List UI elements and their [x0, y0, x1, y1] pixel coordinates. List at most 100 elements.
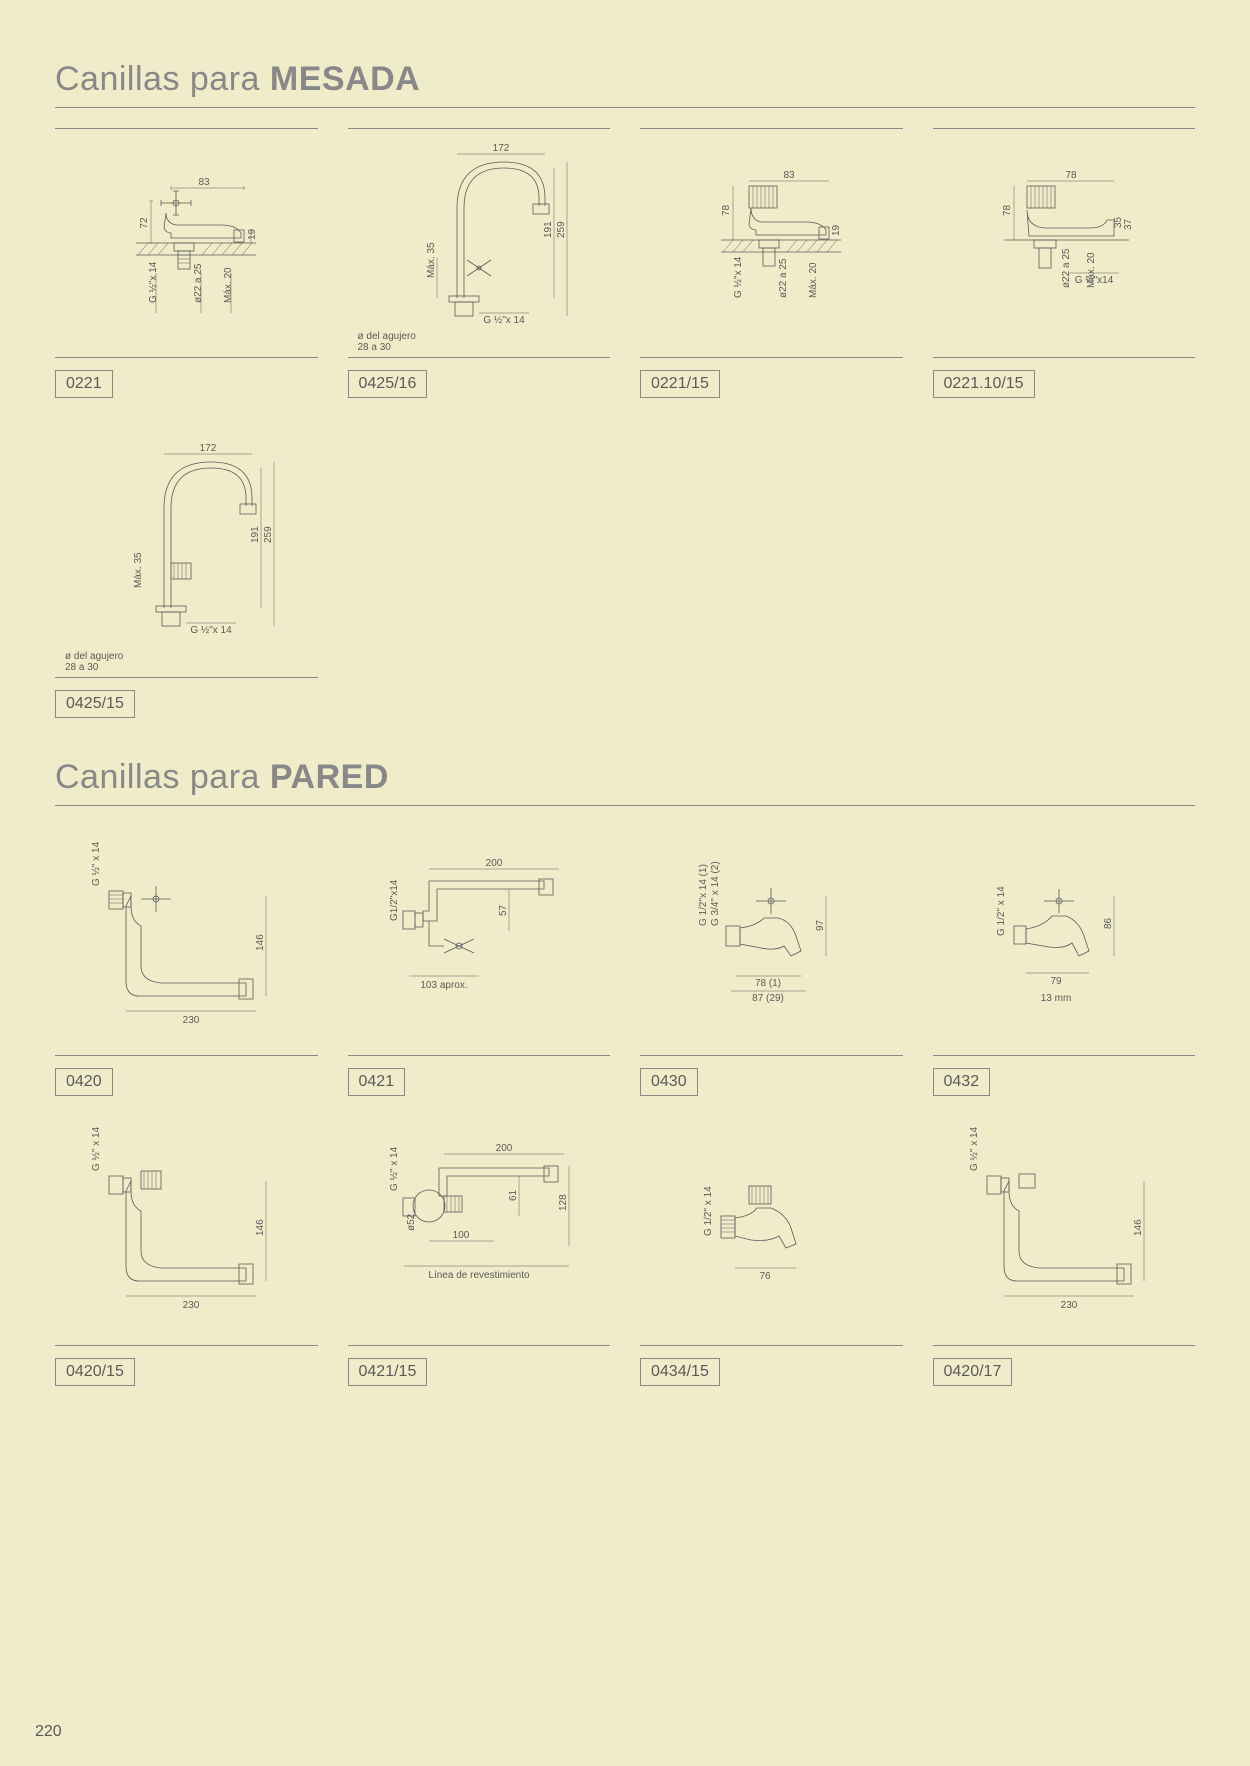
svg-text:G ½"x 14: G ½"x 14	[733, 256, 744, 298]
diagram: G 1/2" x 14 86 79 13 mm	[933, 826, 1196, 1056]
diagram: 172 191 259 Máx. 35 G ½"x 14 ø del aguje…	[348, 128, 611, 358]
svg-text:ø52: ø52	[406, 1213, 417, 1231]
product-code: 0221/15	[640, 370, 720, 398]
product-cell: 172 191 259 Máx. 35 G ½"x 14 ø del aguje…	[348, 128, 611, 398]
diagram: 78 78 35 37 G ½"x14 ø22 a 25 Máx. 20	[933, 128, 1196, 358]
svg-text:G ½" x 14: G ½" x 14	[969, 1126, 980, 1171]
mesada-grid: 83 72 19 G ½"x 14 ø22 a 25 Máx. 20 0221	[55, 128, 1195, 718]
svg-text:259: 259	[263, 525, 274, 542]
svg-text:78 (1): 78 (1)	[755, 978, 781, 989]
svg-text:78: 78	[1002, 204, 1013, 216]
product-cell: 83 78 19 G ½"x 14 ø22 a 25 Máx. 20 0221/…	[640, 128, 903, 398]
product-code: 0430	[640, 1068, 698, 1096]
svg-text:Máx. 20: Máx. 20	[1086, 252, 1097, 288]
product-code: 0221	[55, 370, 113, 398]
svg-text:128: 128	[558, 1193, 569, 1210]
section-title-pared: Canillas para PARED	[55, 758, 1195, 797]
product-code: 0221.10/15	[933, 370, 1035, 398]
svg-text:G 3/4" x 14 (2): G 3/4" x 14 (2)	[710, 861, 721, 926]
diagram: G ½" x 14 146 230	[933, 1116, 1196, 1346]
product-cell: G ½" x 14 146 230 0420/17	[933, 1116, 1196, 1386]
svg-text:G ½"x 14: G ½"x 14	[191, 625, 233, 636]
product-code: 0420/17	[933, 1358, 1013, 1386]
svg-text:G ½" x 14: G ½" x 14	[91, 841, 102, 886]
product-cell: G 1/2" x 14 76 0434/15	[640, 1116, 903, 1386]
diagram: 200 G ½" x 14 ø52 61 128 100 Línea de re…	[348, 1116, 611, 1346]
svg-text:Máx. 35: Máx. 35	[426, 242, 437, 278]
svg-text:76: 76	[760, 1271, 772, 1282]
product-code: 0420	[55, 1068, 113, 1096]
svg-text:G1/2"x14: G1/2"x14	[389, 879, 400, 921]
svg-text:G 1/2" x 14: G 1/2" x 14	[996, 885, 1007, 935]
product-cell: 83 72 19 G ½"x 14 ø22 a 25 Máx. 20 0221	[55, 128, 318, 398]
svg-text:72: 72	[139, 217, 150, 229]
svg-text:G 1/2"x 14 (1): G 1/2"x 14 (1)	[698, 864, 709, 926]
svg-text:Máx. 35: Máx. 35	[133, 551, 144, 587]
svg-text:146: 146	[255, 1218, 266, 1235]
diagram-note: ø del agujero 28 a 30	[358, 331, 416, 353]
svg-text:191: 191	[250, 525, 261, 542]
svg-text:78: 78	[721, 204, 732, 216]
svg-text:G ½" x 14: G ½" x 14	[91, 1126, 102, 1171]
svg-text:172: 172	[492, 143, 509, 154]
svg-text:57: 57	[498, 904, 509, 916]
product-code: 0432	[933, 1068, 991, 1096]
svg-text:37: 37	[1123, 218, 1134, 230]
svg-text:61: 61	[508, 1189, 519, 1201]
svg-text:230: 230	[183, 1300, 200, 1311]
product-cell: G 1/2" x 14 86 79 13 mm 0432	[933, 826, 1196, 1096]
svg-text:G ½" x 14: G ½" x 14	[389, 1146, 400, 1191]
svg-text:13 mm: 13 mm	[1040, 993, 1071, 1004]
svg-text:191: 191	[543, 221, 554, 238]
product-code: 0420/15	[55, 1358, 135, 1386]
svg-text:200: 200	[495, 1143, 512, 1154]
svg-text:Línea de revestimiento: Línea de revestimiento	[428, 1270, 530, 1281]
svg-text:G 1/2" x 14: G 1/2" x 14	[703, 1185, 714, 1235]
svg-text:172: 172	[200, 443, 217, 454]
page-number: 220	[35, 1723, 62, 1741]
diagram: G ½" x 14 146 230	[55, 826, 318, 1056]
svg-text:Máx. 20: Máx. 20	[223, 267, 234, 303]
svg-text:146: 146	[255, 933, 266, 950]
svg-text:230: 230	[1060, 1300, 1077, 1311]
product-code: 0434/15	[640, 1358, 720, 1386]
product-cell: G ½" x 14 146 230 0420	[55, 826, 318, 1096]
product-code: 0421	[348, 1068, 406, 1096]
svg-text:86: 86	[1103, 917, 1114, 929]
svg-text:146: 146	[1133, 1218, 1144, 1235]
svg-text:230: 230	[183, 1015, 200, 1026]
diagram: 172 191 259 Máx. 35 G ½"x 14 ø del aguje…	[55, 418, 318, 678]
svg-text:200: 200	[485, 858, 502, 869]
svg-text:19: 19	[831, 224, 842, 236]
svg-text:259: 259	[556, 221, 567, 238]
product-cell: 200 G ½" x 14 ø52 61 128 100 Línea de re…	[348, 1116, 611, 1386]
title-bold: PARED	[270, 758, 389, 796]
diagram: 83 72 19 G ½"x 14 ø22 a 25 Máx. 20	[55, 128, 318, 358]
svg-text:19: 19	[247, 228, 258, 240]
svg-text:87 (29): 87 (29)	[752, 993, 784, 1004]
product-cell: 200 G1/2"x14 57 103 aprox. 0421	[348, 826, 611, 1096]
diagram: 83 78 19 G ½"x 14 ø22 a 25 Máx. 20	[640, 128, 903, 358]
svg-text:ø22 a 25: ø22 a 25	[1061, 248, 1072, 288]
section-rule	[55, 107, 1195, 108]
svg-text:83: 83	[784, 170, 796, 181]
svg-text:G ½"x 14: G ½"x 14	[483, 315, 525, 326]
product-cell: 78 78 35 37 G ½"x14 ø22 a 25 Máx. 20 022…	[933, 128, 1196, 398]
product-cell: 172 191 259 Máx. 35 G ½"x 14 ø del aguje…	[55, 418, 318, 718]
diagram: G 1/2"x 14 (1) G 3/4" x 14 (2) 97 78 (1)…	[640, 826, 903, 1056]
title-prefix: Canillas para	[55, 758, 270, 796]
diagram: G ½" x 14 146 230	[55, 1116, 318, 1346]
svg-text:Máx. 20: Máx. 20	[808, 262, 819, 298]
svg-text:ø22 a 25: ø22 a 25	[193, 263, 204, 303]
svg-text:97: 97	[815, 919, 826, 931]
svg-text:79: 79	[1050, 976, 1062, 987]
title-bold: MESADA	[270, 60, 420, 98]
section-rule	[55, 805, 1195, 806]
product-cell: G ½" x 14 146 230 0420/15	[55, 1116, 318, 1386]
product-code: 0425/16	[348, 370, 428, 398]
svg-text:103 aprox.: 103 aprox.	[420, 980, 467, 991]
svg-text:83: 83	[199, 177, 211, 188]
svg-text:G ½"x 14: G ½"x 14	[148, 261, 159, 303]
title-prefix: Canillas para	[55, 60, 270, 98]
diagram-note: ø del agujero 28 a 30	[65, 651, 123, 673]
